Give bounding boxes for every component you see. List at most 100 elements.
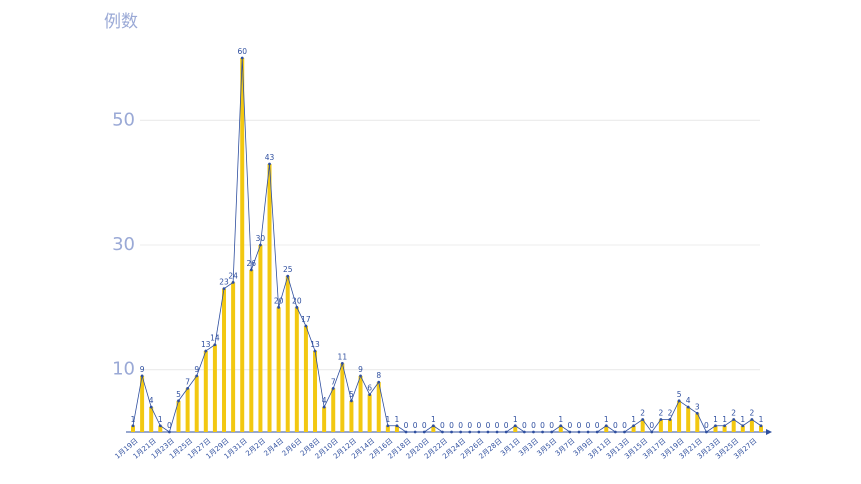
value-label: 4 [686, 396, 691, 405]
value-label: 13 [201, 340, 211, 349]
bar [686, 407, 691, 432]
value-label: 23 [219, 278, 229, 287]
point [668, 418, 672, 421]
point [586, 430, 590, 434]
value-label: 0 [495, 421, 500, 430]
x-tick-label: 3月1日 [499, 437, 522, 458]
point [204, 349, 208, 353]
point [377, 380, 381, 384]
point [404, 430, 408, 434]
point [431, 424, 435, 428]
value-label: 7 [331, 377, 336, 386]
point [231, 281, 235, 284]
bar [313, 350, 318, 432]
point [304, 324, 308, 328]
bar [249, 269, 254, 432]
value-label: 1 [131, 415, 136, 424]
bar [267, 163, 272, 432]
point [359, 374, 362, 378]
value-label: 1 [431, 415, 436, 424]
bar [276, 307, 281, 432]
value-label: 1 [631, 415, 636, 424]
point [732, 418, 736, 421]
point [650, 430, 654, 434]
x-axis-arrow [766, 429, 772, 435]
point [350, 399, 353, 403]
point [686, 405, 690, 409]
point [632, 424, 635, 428]
bar [731, 419, 736, 432]
point [322, 405, 326, 409]
point [495, 430, 499, 434]
value-label: 9 [194, 365, 199, 374]
point [532, 430, 535, 434]
bar [140, 375, 145, 432]
value-label: 9 [358, 365, 363, 374]
point [477, 430, 481, 434]
value-label: 24 [228, 271, 238, 280]
bar [176, 400, 181, 432]
point [240, 56, 244, 60]
x-tick-label: 2月2日 [244, 437, 267, 458]
bar [149, 407, 154, 432]
x-tick-label: 2月4日 [262, 437, 285, 458]
bar [385, 425, 390, 432]
bar [513, 425, 518, 432]
bar [740, 425, 745, 432]
point [186, 386, 190, 390]
bar [194, 375, 199, 432]
value-label: 11 [338, 352, 348, 361]
value-label: 5 [349, 390, 354, 399]
point [486, 430, 490, 434]
bar [558, 425, 563, 432]
bar [667, 419, 672, 432]
bar [749, 419, 754, 432]
bar [695, 413, 700, 432]
bar [294, 307, 299, 432]
value-label: 0 [504, 421, 509, 430]
point [259, 243, 262, 247]
value-label: 4 [322, 396, 327, 405]
value-label: 1 [513, 415, 518, 424]
value-label: 13 [310, 340, 320, 349]
value-label: 0 [486, 421, 491, 430]
value-label: 0 [404, 421, 409, 430]
bar [367, 394, 372, 432]
value-label: 2 [668, 409, 673, 418]
value-label: 5 [176, 390, 181, 399]
bar [677, 400, 682, 432]
point [268, 162, 271, 166]
point [550, 430, 554, 434]
bar [203, 350, 208, 432]
value-label: 26 [247, 259, 257, 268]
point [595, 430, 599, 434]
point [249, 268, 253, 272]
point [723, 424, 726, 428]
bar [394, 425, 399, 432]
point [559, 424, 563, 428]
value-label: 9 [140, 365, 145, 374]
point [604, 424, 608, 428]
point [313, 349, 317, 353]
point [158, 424, 162, 428]
y-tick-label: 50 [112, 109, 135, 130]
value-label: 0 [522, 421, 527, 430]
x-tick-label: 3月5日 [536, 437, 559, 458]
value-label: 8 [376, 371, 381, 380]
point [504, 430, 508, 434]
value-label: 43 [265, 153, 275, 162]
value-label: 0 [167, 421, 172, 430]
value-label: 0 [567, 421, 572, 430]
point [140, 374, 144, 378]
point [623, 430, 626, 434]
point [577, 430, 581, 434]
bar [240, 58, 245, 432]
point [177, 399, 180, 403]
point [759, 424, 763, 428]
bar [340, 363, 345, 432]
line [132, 57, 762, 433]
point [677, 399, 681, 403]
value-label: 1 [722, 415, 727, 424]
point [441, 430, 444, 434]
value-label: 0 [467, 421, 472, 430]
